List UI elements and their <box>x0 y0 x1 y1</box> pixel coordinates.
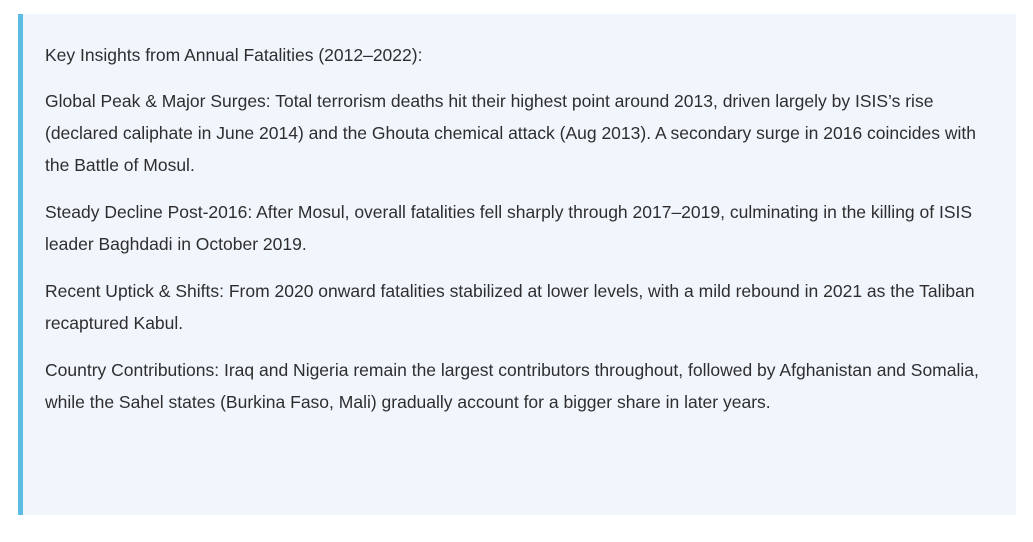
insight-country-contributions: Country Contributions: Iraq and Nigeria … <box>45 360 979 412</box>
insight-steady-decline: Steady Decline Post-2016: After Mosul, o… <box>45 202 973 254</box>
insight-recent-uptick: Recent Uptick & Shifts: From 2020 onward… <box>45 281 975 333</box>
insights-callout: Key Insights from Annual Fatalities (201… <box>18 14 1016 515</box>
insight-global-peak: Global Peak & Major Surges: Total terror… <box>45 91 976 175</box>
insights-heading: Key Insights from Annual Fatalities (201… <box>45 45 423 65</box>
